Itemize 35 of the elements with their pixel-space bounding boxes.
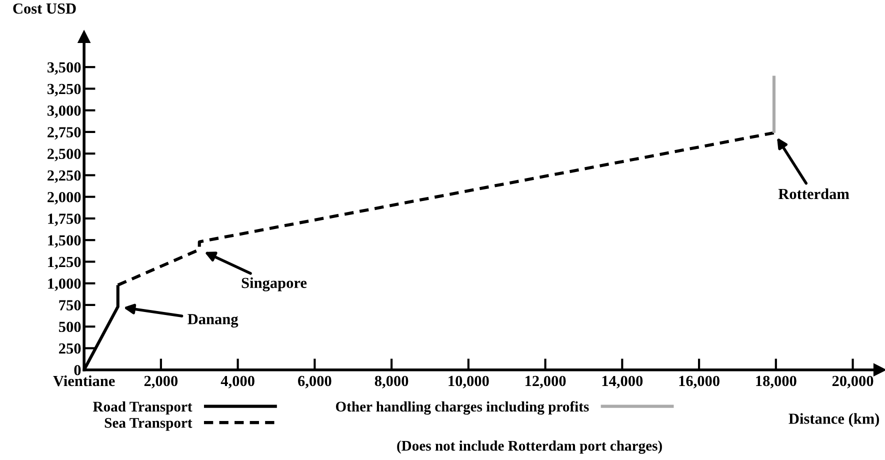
y-tick-label: 3,000 bbox=[48, 105, 81, 118]
x-tick-label: 14,000 bbox=[602, 376, 643, 388]
x-tick-label: 4,000 bbox=[220, 376, 254, 388]
y-tick-label: 500 bbox=[58, 322, 81, 332]
y-tick-label: 1,500 bbox=[48, 235, 81, 248]
y-tick-label: 2,000 bbox=[48, 192, 81, 204]
y-tick-label: 1,250 bbox=[48, 256, 81, 270]
y-tick-label: 2,250 bbox=[48, 170, 81, 183]
y-tick-label: 1,000 bbox=[48, 278, 81, 291]
x-tick-label: Vientiane bbox=[53, 375, 115, 386]
x-tick-label: 6,000 bbox=[298, 376, 332, 388]
x-tick-label: 20,000 bbox=[832, 376, 874, 388]
legend-label: Other handling charges including profits bbox=[336, 401, 589, 415]
y-axis-title: Cost USD bbox=[13, 3, 76, 14]
y-tick-label: 1,750 bbox=[48, 214, 81, 226]
text: (Does not include Rotterdam port charges) bbox=[397, 440, 662, 454]
y-tick-label: 250 bbox=[59, 343, 81, 354]
x-tick-label: 8,000 bbox=[374, 376, 408, 388]
annotation: Singapore bbox=[242, 277, 307, 292]
y-tick-label: 750 bbox=[59, 300, 81, 310]
annotation: Danang bbox=[188, 314, 238, 328]
legend-label: Road Transport bbox=[93, 401, 192, 415]
legend-label: Sea Transport bbox=[104, 418, 192, 431]
x-axis-title: Distance (km) bbox=[788, 413, 880, 427]
y-tick-label: 2,750 bbox=[48, 127, 81, 140]
annotation: Rotterdam bbox=[778, 188, 850, 200]
x-tick-label: 12,000 bbox=[526, 376, 566, 388]
x-tick-label: 10,000 bbox=[448, 376, 489, 388]
x-tick-label: 16,000 bbox=[679, 376, 720, 388]
y-tick-label: 3,500 bbox=[48, 62, 81, 75]
y-tick-label: 2,500 bbox=[48, 148, 81, 162]
x-tick-label: 18,000 bbox=[756, 376, 796, 388]
x-tick-label: 2,000 bbox=[144, 376, 178, 388]
y-tick-label: 0 bbox=[74, 364, 81, 376]
y-tick-label: 3,250 bbox=[48, 84, 81, 96]
